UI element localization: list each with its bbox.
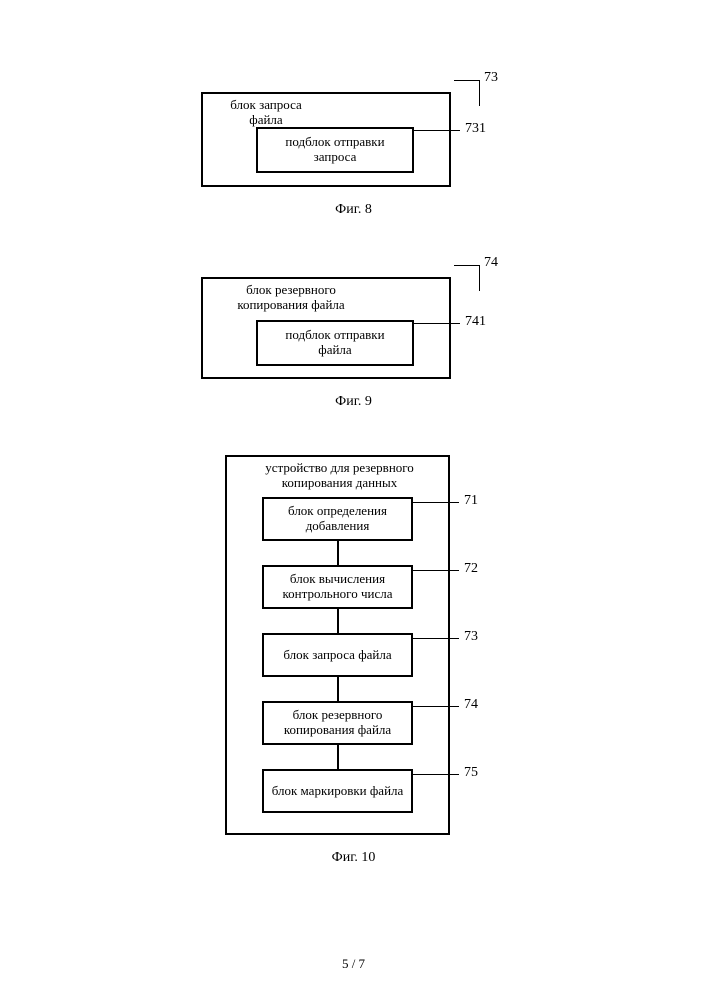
fig9-caption: Фиг. 9 xyxy=(0,394,707,410)
fig8-inner-l2: запроса xyxy=(314,150,357,165)
fig10-conn-3 xyxy=(337,677,339,701)
fig8-inner-l1: подблок отправки xyxy=(285,135,384,150)
fig9-inner-lead xyxy=(414,323,460,324)
fig10-caption: Фиг. 10 xyxy=(0,850,707,866)
fig10-ref-72: 72 xyxy=(464,561,478,577)
fig10-box-74-l1: блок резервного xyxy=(293,708,383,723)
fig10-outer-title: устройство для резервного копирования да… xyxy=(227,461,452,491)
fig9-outer-title-l1: блок резервного xyxy=(246,282,336,297)
fig10-outer-title-l1: устройство для резервного xyxy=(265,460,414,475)
fig9-outer-title-l2: копирования файла xyxy=(237,297,344,312)
fig10-conn-1 xyxy=(337,541,339,565)
page-number: 5 / 7 xyxy=(0,956,707,972)
fig10-lead-72 xyxy=(413,570,459,571)
fig9-inner-l1: подблок отправки xyxy=(285,328,384,343)
fig8-caption: Фиг. 8 xyxy=(0,202,707,218)
fig8-inner-ref: 731 xyxy=(465,121,486,137)
fig10-box-72-l1: блок вычисления xyxy=(290,572,385,587)
fig8-outer-title-l2: файла xyxy=(249,112,282,127)
fig9-outer-ref: 74 xyxy=(484,255,498,271)
fig10-conn-4 xyxy=(337,745,339,769)
fig10-ref-74: 74 xyxy=(464,697,478,713)
fig8-outer-title: блок запроса файла xyxy=(211,98,321,128)
fig8-inner-box: подблок отправки запроса xyxy=(256,127,414,173)
fig8-outer-hook xyxy=(454,80,480,106)
fig10-ref-75: 75 xyxy=(464,765,478,781)
fig9-inner-l2: файла xyxy=(318,343,351,358)
fig10-box-74-l2: копирования файла xyxy=(284,723,391,738)
fig10-box-73: блок запроса файла xyxy=(262,633,413,677)
fig10-lead-74 xyxy=(413,706,459,707)
fig10-lead-75 xyxy=(413,774,459,775)
fig10-outer-title-l2: копирования данных xyxy=(282,475,397,490)
fig9-outer-hook xyxy=(454,265,480,291)
fig10-box-71: блок определения добавления xyxy=(262,497,413,541)
fig8-inner-lead xyxy=(414,130,460,131)
fig9-inner-box: подблок отправки файла xyxy=(256,320,414,366)
fig10-box-72-l2: контрольного числа xyxy=(283,587,393,602)
fig10-conn-2 xyxy=(337,609,339,633)
page: блок запроса файла 73 подблок отправки з… xyxy=(0,0,707,1000)
fig8-outer-ref: 73 xyxy=(484,70,498,86)
fig10-box-72: блок вычисления контрольного числа xyxy=(262,565,413,609)
fig10-box-75: блок маркировки файла xyxy=(262,769,413,813)
fig10-box-74: блок резервного копирования файла xyxy=(262,701,413,745)
fig10-box-71-l2: добавления xyxy=(306,519,370,534)
fig9-inner-ref: 741 xyxy=(465,314,486,330)
fig10-ref-73: 73 xyxy=(464,629,478,645)
fig10-box-73-l1: блок запроса файла xyxy=(283,648,391,663)
fig10-ref-71: 71 xyxy=(464,493,478,509)
fig10-lead-71 xyxy=(413,502,459,503)
fig9-outer-title: блок резервного копирования файла xyxy=(211,283,371,313)
fig10-box-71-l1: блок определения xyxy=(288,504,387,519)
fig10-box-75-l1: блок маркировки файла xyxy=(272,784,404,799)
fig10-lead-73 xyxy=(413,638,459,639)
fig8-outer-title-l1: блок запроса xyxy=(230,97,302,112)
